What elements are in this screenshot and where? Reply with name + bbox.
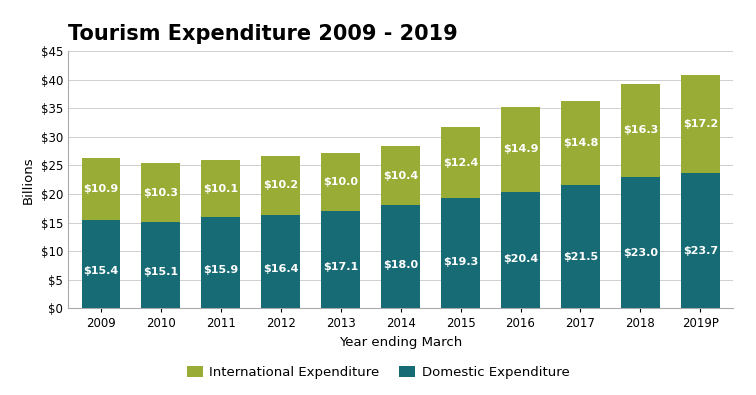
Text: $19.3: $19.3 [443, 257, 479, 267]
Bar [561, 185, 600, 308]
Text: $10.4: $10.4 [383, 171, 418, 181]
Bar [681, 75, 720, 173]
Text: $15.9: $15.9 [203, 265, 238, 275]
Text: $23.0: $23.0 [623, 248, 658, 258]
Legend: International Expenditure, Domestic Expenditure: International Expenditure, Domestic Expe… [181, 361, 575, 384]
Bar [201, 160, 240, 217]
Bar [681, 173, 720, 308]
Text: $12.4: $12.4 [443, 158, 479, 167]
Bar [561, 101, 600, 185]
Text: $15.4: $15.4 [83, 266, 119, 276]
X-axis label: Year ending March: Year ending March [339, 336, 463, 349]
Text: $10.2: $10.2 [263, 181, 299, 190]
Text: $10.3: $10.3 [144, 188, 178, 198]
Text: $14.8: $14.8 [562, 138, 598, 148]
Bar [141, 163, 181, 222]
Text: Tourism Expenditure 2009 - 2019: Tourism Expenditure 2009 - 2019 [68, 24, 458, 44]
Bar [321, 154, 360, 211]
Text: $15.1: $15.1 [144, 267, 178, 277]
Text: $16.3: $16.3 [623, 125, 658, 135]
Text: $20.4: $20.4 [503, 254, 538, 264]
Bar [501, 107, 540, 192]
Text: $17.2: $17.2 [683, 119, 718, 129]
Text: $23.7: $23.7 [683, 246, 718, 256]
Bar [82, 158, 120, 220]
Bar [321, 211, 360, 308]
Bar [621, 84, 660, 177]
Text: $10.9: $10.9 [83, 184, 119, 194]
Bar [82, 220, 120, 308]
Bar [381, 146, 420, 205]
Text: $21.5: $21.5 [563, 252, 598, 261]
Text: $16.4: $16.4 [263, 264, 299, 274]
Bar [381, 205, 420, 308]
Bar [442, 198, 480, 308]
Y-axis label: Billions: Billions [22, 156, 36, 203]
Bar [201, 217, 240, 308]
Text: $14.9: $14.9 [503, 144, 538, 154]
Bar [262, 214, 300, 308]
Text: $10.1: $10.1 [203, 184, 238, 194]
Text: $10.0: $10.0 [324, 177, 358, 187]
Bar [621, 177, 660, 308]
Bar [262, 156, 300, 214]
Text: $18.0: $18.0 [383, 260, 418, 270]
Bar [442, 127, 480, 198]
Bar [501, 192, 540, 308]
Text: $17.1: $17.1 [323, 262, 358, 272]
Bar [141, 222, 181, 308]
